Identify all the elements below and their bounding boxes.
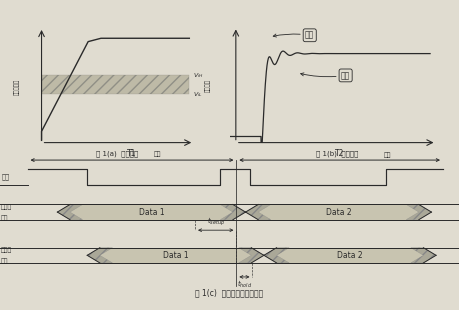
Text: 图 1(a)  理想信号: 图 1(a) 理想信号 [96, 150, 138, 157]
Polygon shape [239, 248, 264, 263]
Polygon shape [246, 205, 271, 220]
Text: Data 1: Data 1 [139, 208, 164, 217]
Text: $t_{hold}$: $t_{hold}$ [237, 279, 252, 290]
Text: Data 1: Data 1 [163, 251, 188, 260]
Text: $t_{setup}$: $t_{setup}$ [207, 216, 225, 228]
Polygon shape [100, 248, 252, 263]
Text: 振铃: 振铃 [301, 71, 350, 80]
Polygon shape [220, 205, 246, 220]
Polygon shape [258, 205, 419, 220]
Text: 上冲: 上冲 [273, 31, 314, 40]
Polygon shape [264, 248, 289, 263]
Text: 时间: 时间 [153, 151, 161, 157]
Text: 平均电平阈: 平均电平阈 [15, 78, 20, 95]
Polygon shape [70, 205, 233, 220]
Text: 图 1(b)  实际信号: 图 1(b) 实际信号 [316, 150, 358, 157]
Polygon shape [411, 248, 436, 263]
Text: T2: T2 [335, 149, 344, 158]
Text: 图 1(c)  数字信号采样的定时: 图 1(c) 数字信号采样的定时 [196, 288, 263, 297]
Polygon shape [406, 205, 431, 220]
Text: 时钟: 时钟 [1, 174, 9, 180]
Text: 时间: 时间 [384, 153, 392, 158]
Text: Data 2: Data 2 [326, 208, 351, 217]
Text: 数据: 数据 [1, 215, 9, 221]
Text: $V_{iH}$: $V_{iH}$ [193, 71, 203, 80]
Polygon shape [277, 248, 424, 263]
Text: T1: T1 [127, 149, 137, 158]
Text: Data 2: Data 2 [337, 251, 363, 260]
Text: $V_{iL}$: $V_{iL}$ [193, 90, 202, 99]
Polygon shape [57, 205, 83, 220]
Text: 数据: 数据 [1, 258, 9, 264]
Polygon shape [87, 248, 112, 263]
Text: 发出端: 发出端 [1, 205, 12, 210]
Text: 信号电平: 信号电平 [206, 79, 211, 92]
Text: 接收端: 接收端 [1, 248, 12, 254]
